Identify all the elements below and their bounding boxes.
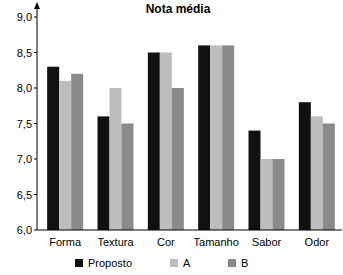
legend-swatch	[75, 259, 83, 267]
bar	[323, 124, 335, 231]
x-axis	[37, 230, 342, 231]
x-tick-label: Cor	[157, 236, 175, 248]
bar	[299, 102, 311, 230]
title: Nota média	[146, 2, 211, 16]
bar	[261, 159, 273, 230]
legend-label: B	[241, 257, 248, 269]
bar	[222, 45, 234, 230]
axis-arrow	[34, 2, 40, 9]
y-tick-label: 7,0	[17, 153, 32, 165]
y-tick	[34, 194, 37, 195]
bars	[47, 45, 335, 230]
y-axis	[37, 4, 38, 230]
x-tick-label: Forma	[49, 236, 82, 248]
y-tick-label: 8,0	[17, 82, 32, 94]
bar	[172, 88, 184, 230]
y-tick-label: 9,0	[17, 11, 32, 23]
bar	[311, 116, 323, 230]
bar	[210, 45, 222, 230]
bar	[98, 116, 110, 230]
bar	[148, 53, 160, 231]
y-tick	[34, 88, 37, 89]
x-tick-label: Tamanho	[194, 236, 239, 248]
x-tick-label: Textura	[97, 236, 134, 248]
x-tick-label: Sabor	[252, 236, 282, 248]
bar	[160, 53, 172, 231]
legend-label: Proposto	[88, 257, 132, 269]
bar	[59, 81, 71, 230]
y-tick	[34, 159, 37, 160]
legend-swatch	[170, 259, 178, 267]
legend-swatch	[228, 259, 236, 267]
x-tick-label: Odor	[305, 236, 330, 248]
legend-label: A	[183, 257, 191, 269]
bar	[198, 45, 210, 230]
y-tick-label: 7,5	[17, 118, 32, 130]
y-tick	[34, 17, 37, 18]
bar	[71, 74, 83, 230]
y-tick-label: 6,0	[17, 224, 32, 236]
y-tick-label: 8,5	[17, 47, 32, 59]
bar	[110, 88, 122, 230]
bar	[47, 67, 59, 230]
y-tick	[34, 52, 37, 53]
bar	[122, 124, 134, 231]
y-tick	[34, 123, 37, 124]
bar	[273, 159, 285, 230]
chart: Nota média 6,0 6,5 7,0 7,5 8,0 8,5 9,0 Forma Text…	[0, 0, 343, 275]
y-tick-label: 6,5	[17, 189, 32, 201]
y-tick	[34, 230, 37, 231]
bar	[249, 131, 261, 230]
